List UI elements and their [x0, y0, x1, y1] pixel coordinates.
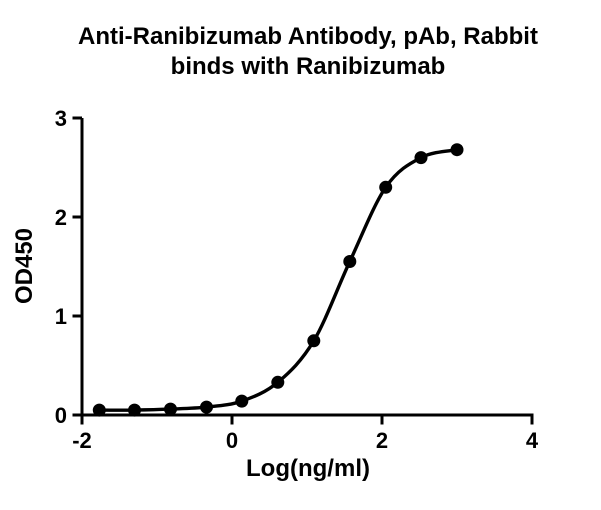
sigmoid-curve: [97, 148, 459, 412]
axes: [80, 118, 534, 417]
x-tick-label: -2: [72, 428, 92, 453]
data-point: [128, 403, 141, 417]
data-point: [307, 334, 321, 348]
fitted-curve: [97, 148, 459, 412]
data-point: [164, 402, 177, 416]
data-point: [92, 403, 106, 417]
y-tick-label: 2: [55, 205, 67, 230]
data-point: [450, 143, 464, 157]
chart-title-line1: Anti-Ranibizumab Antibody, pAb, Rabbit: [78, 23, 538, 50]
y-tick-label: 1: [55, 304, 67, 329]
data-point: [271, 375, 285, 389]
y-tick-label: 0: [55, 403, 67, 428]
x-tick-label: 0: [226, 428, 238, 453]
y-axis-label: OD450: [11, 228, 38, 304]
data-point: [379, 180, 393, 194]
data-point: [343, 255, 357, 268]
x-tick-label: 4: [526, 428, 539, 453]
x-tick-label: 2: [376, 428, 388, 453]
chart-title-line2: binds with Ranibizumab: [171, 53, 446, 80]
axis-ticks: [72, 116, 534, 425]
y-tick-label: 3: [55, 106, 67, 131]
data-point: [200, 400, 213, 414]
x-axis-label: Log(ng/ml): [246, 455, 370, 482]
data-point: [235, 394, 249, 408]
data-point: [414, 151, 428, 165]
axis-lines: [80, 118, 534, 417]
data-points: [92, 143, 464, 417]
